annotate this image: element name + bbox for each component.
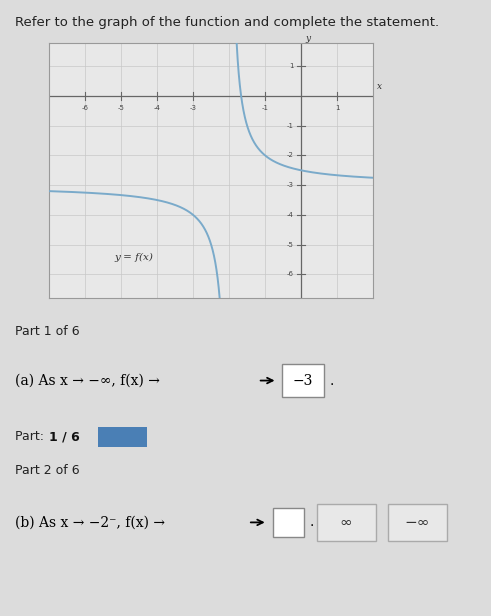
FancyBboxPatch shape (282, 364, 324, 397)
FancyBboxPatch shape (317, 505, 376, 541)
Text: -5: -5 (286, 241, 293, 248)
Text: −∞: −∞ (405, 515, 430, 530)
FancyBboxPatch shape (98, 428, 147, 447)
Text: -6: -6 (82, 105, 88, 111)
Text: -1: -1 (262, 105, 269, 111)
Text: -6: -6 (286, 272, 293, 277)
Text: Part:: Part: (15, 431, 48, 444)
Text: 1: 1 (335, 105, 339, 111)
FancyBboxPatch shape (273, 508, 304, 537)
Text: ∞: ∞ (340, 515, 353, 530)
Text: 1 / 6: 1 / 6 (49, 431, 80, 444)
Text: -4: -4 (154, 105, 161, 111)
FancyBboxPatch shape (388, 505, 447, 541)
Text: x: x (377, 82, 382, 91)
Text: -4: -4 (286, 212, 293, 218)
Text: Refer to the graph of the function and complete the statement.: Refer to the graph of the function and c… (15, 15, 438, 29)
Text: .: . (309, 516, 314, 529)
Text: .: . (330, 373, 334, 387)
Text: -5: -5 (118, 105, 125, 111)
Text: -3: -3 (286, 182, 293, 188)
Text: −3: −3 (293, 373, 313, 387)
Text: Part 1 of 6: Part 1 of 6 (15, 325, 80, 338)
Text: -2: -2 (286, 153, 293, 158)
Text: (a) As x → −∞, f(x) →: (a) As x → −∞, f(x) → (15, 373, 160, 387)
Text: -3: -3 (190, 105, 196, 111)
Text: -1: -1 (286, 123, 293, 129)
Text: (b) As x → −2⁻, f(x) →: (b) As x → −2⁻, f(x) → (15, 516, 164, 529)
Text: Part 2 of 6: Part 2 of 6 (15, 464, 80, 477)
Text: y: y (305, 33, 311, 43)
Text: 1: 1 (289, 63, 293, 69)
Text: y = f(x): y = f(x) (114, 253, 153, 262)
